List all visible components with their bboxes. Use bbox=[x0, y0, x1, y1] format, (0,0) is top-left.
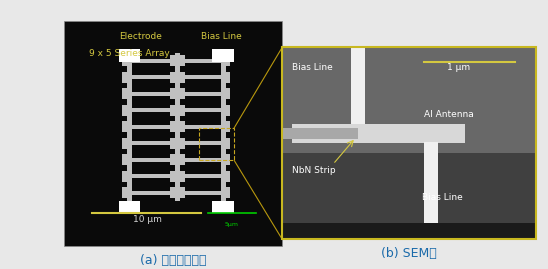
Text: Bias Line: Bias Line bbox=[201, 32, 242, 41]
Bar bbox=[180, 59, 221, 63]
Bar bbox=[122, 187, 127, 198]
Bar bbox=[118, 49, 140, 62]
Text: (a) 光学顕微鏡像: (a) 光学顕微鏡像 bbox=[140, 254, 207, 267]
Bar bbox=[170, 137, 175, 149]
Text: Bias Line: Bias Line bbox=[421, 193, 463, 201]
Bar bbox=[132, 125, 175, 129]
Bar bbox=[132, 158, 175, 162]
Bar bbox=[132, 191, 175, 195]
Bar bbox=[424, 142, 438, 223]
Bar bbox=[282, 47, 536, 153]
Bar bbox=[122, 171, 127, 182]
Bar bbox=[170, 72, 175, 83]
Text: NbN Strip: NbN Strip bbox=[292, 166, 336, 175]
Bar bbox=[226, 105, 231, 116]
Bar bbox=[118, 201, 140, 213]
Bar bbox=[282, 153, 536, 239]
Bar bbox=[226, 137, 231, 149]
Bar bbox=[226, 72, 231, 83]
Bar bbox=[170, 187, 175, 198]
Bar bbox=[213, 49, 234, 62]
Bar bbox=[170, 171, 175, 182]
Bar bbox=[180, 105, 185, 116]
Bar bbox=[180, 75, 221, 79]
Bar bbox=[180, 108, 221, 112]
Text: 10 μm: 10 μm bbox=[133, 215, 162, 224]
Bar bbox=[226, 121, 231, 132]
Bar bbox=[122, 105, 127, 116]
Bar bbox=[180, 137, 185, 149]
Bar bbox=[180, 158, 221, 162]
Bar bbox=[226, 154, 231, 165]
Bar bbox=[226, 187, 231, 198]
Bar bbox=[199, 128, 234, 160]
Bar bbox=[180, 92, 221, 96]
Bar bbox=[132, 75, 175, 79]
Bar bbox=[132, 108, 175, 112]
Bar bbox=[213, 201, 234, 213]
Text: Bias Line: Bias Line bbox=[292, 63, 333, 72]
Bar bbox=[127, 52, 132, 201]
Bar bbox=[122, 55, 127, 66]
Bar bbox=[180, 154, 185, 165]
Bar bbox=[180, 72, 185, 83]
Bar bbox=[180, 171, 185, 182]
Bar bbox=[122, 154, 127, 165]
Text: Electrode: Electrode bbox=[119, 32, 162, 41]
Bar bbox=[122, 72, 127, 83]
Text: 5μm: 5μm bbox=[225, 222, 239, 227]
Bar bbox=[282, 128, 358, 140]
Bar bbox=[122, 88, 127, 99]
Bar bbox=[226, 55, 231, 66]
Bar bbox=[180, 55, 185, 66]
Bar bbox=[175, 52, 180, 201]
Text: Al Antenna: Al Antenna bbox=[424, 110, 474, 119]
Bar bbox=[180, 191, 221, 195]
Bar bbox=[180, 125, 221, 129]
Bar bbox=[226, 171, 231, 182]
Text: (b) SEM像: (b) SEM像 bbox=[381, 247, 437, 260]
Bar bbox=[180, 88, 185, 99]
Bar bbox=[170, 55, 175, 66]
Bar bbox=[351, 48, 364, 134]
Bar bbox=[132, 59, 175, 63]
Bar bbox=[282, 47, 536, 239]
Bar bbox=[292, 124, 465, 143]
Bar bbox=[170, 88, 175, 99]
Bar bbox=[122, 121, 127, 132]
Bar bbox=[180, 187, 185, 198]
Bar bbox=[170, 105, 175, 116]
Bar bbox=[64, 21, 282, 246]
Bar bbox=[122, 137, 127, 149]
Text: 1 μm: 1 μm bbox=[447, 63, 470, 72]
Bar bbox=[282, 223, 536, 239]
Bar bbox=[132, 141, 175, 145]
Bar bbox=[132, 174, 175, 178]
Bar bbox=[170, 154, 175, 165]
Bar bbox=[221, 52, 226, 201]
Text: 9 x 5 Series Array: 9 x 5 Series Array bbox=[89, 49, 170, 58]
Bar bbox=[180, 121, 185, 132]
Bar bbox=[226, 88, 231, 99]
Bar bbox=[180, 174, 221, 178]
Bar bbox=[170, 121, 175, 132]
Bar bbox=[180, 141, 221, 145]
Bar bbox=[132, 92, 175, 96]
